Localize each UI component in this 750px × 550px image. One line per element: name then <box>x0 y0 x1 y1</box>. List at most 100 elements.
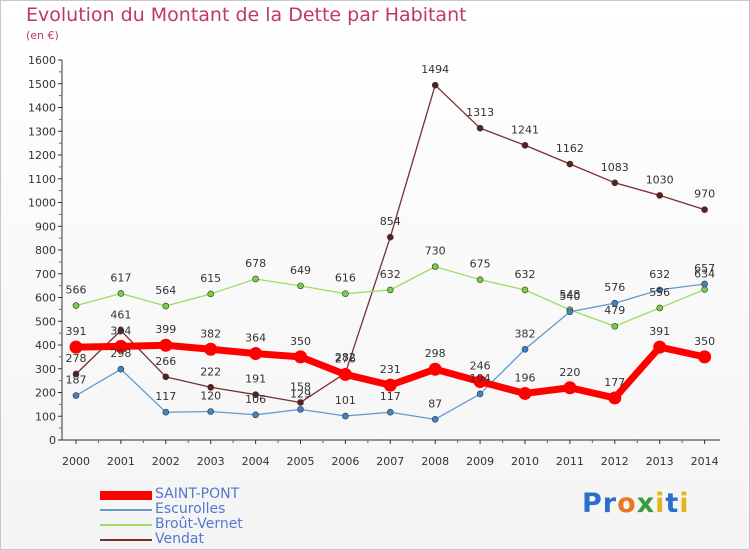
data-label-bro-t-vernet: 649 <box>290 264 311 277</box>
data-label-vendat: 1494 <box>421 63 449 76</box>
data-point-escurolles <box>386 408 394 416</box>
legend-label: Broût-Vernet <box>155 516 243 532</box>
data-point-bro-t-vernet <box>656 304 664 312</box>
data-label-vendat: 970 <box>694 188 715 201</box>
data-point-vendat <box>656 192 664 199</box>
data-point-bro-t-vernet <box>701 286 708 293</box>
y-tick-label: 400 <box>35 339 56 352</box>
data-point-bro-t-vernet <box>431 263 439 270</box>
x-tick-label: 2000 <box>62 455 90 468</box>
data-point-saint-pont <box>159 338 173 352</box>
data-point-bro-t-vernet <box>386 286 394 294</box>
data-point-escurolles <box>162 408 170 416</box>
y-tick-label: 1400 <box>28 102 56 115</box>
y-tick-label: 800 <box>35 244 56 257</box>
y-tick-label: 1200 <box>28 149 56 162</box>
data-point-escurolles <box>521 345 529 353</box>
data-point-saint-pont <box>294 350 307 364</box>
data-label-escurolles: 120 <box>200 390 221 403</box>
data-point-vendat <box>701 206 708 213</box>
x-tick-label: 2012 <box>601 455 629 468</box>
data-label-saint-pont: 298 <box>425 347 446 360</box>
legend-swatch <box>100 524 152 526</box>
data-point-saint-pont <box>338 367 352 381</box>
data-label-vendat: 461 <box>110 309 131 322</box>
chart-unit-label: (en €) <box>26 29 59 42</box>
data-point-saint-pont <box>249 347 263 361</box>
data-label-escurolles: 87 <box>428 397 442 410</box>
data-point-vendat <box>476 124 484 132</box>
data-point-saint-pont <box>383 378 397 392</box>
x-tick-label: 2008 <box>421 455 449 468</box>
data-point-bro-t-vernet <box>117 290 125 297</box>
data-label-escurolles: 632 <box>649 268 670 281</box>
data-point-escurolles <box>566 308 574 316</box>
y-tick-label: 1500 <box>28 78 56 91</box>
data-label-escurolles: 194 <box>470 372 491 385</box>
chart-title: Evolution du Montant de la Dette par Hab… <box>26 4 467 26</box>
data-label-saint-pont: 276 <box>335 352 356 365</box>
logo-letter: x <box>636 488 656 519</box>
legend-label: Escurolles <box>155 501 226 517</box>
data-label-bro-t-vernet: 615 <box>200 272 221 285</box>
data-point-saint-pont <box>204 342 218 356</box>
data-point-escurolles <box>342 412 349 420</box>
logo-letter: r <box>602 488 618 519</box>
data-label-vendat: 158 <box>290 380 311 393</box>
data-label-vendat: 1083 <box>601 161 629 174</box>
data-point-vendat <box>72 370 80 378</box>
data-point-vendat <box>207 383 214 391</box>
data-label-saint-pont: 196 <box>515 371 536 384</box>
proxiti-logo: Proxiti <box>582 488 690 519</box>
x-tick-label: 2001 <box>107 455 135 468</box>
data-label-escurolles: 101 <box>335 394 356 407</box>
logo-letter: o <box>617 488 637 519</box>
data-point-bro-t-vernet <box>342 290 349 298</box>
x-tick-label: 2007 <box>376 455 404 468</box>
data-point-bro-t-vernet <box>207 290 214 298</box>
y-tick-label: 300 <box>35 363 56 376</box>
data-label-bro-t-vernet: 730 <box>425 245 446 258</box>
legend-label: SAINT-PONT <box>155 486 240 502</box>
data-label-vendat: 222 <box>200 365 221 378</box>
y-tick-label: 900 <box>35 220 56 233</box>
data-label-saint-pont: 391 <box>66 325 87 338</box>
data-point-saint-pont <box>473 375 487 389</box>
data-label-vendat: 1030 <box>646 173 674 186</box>
data-label-vendat: 278 <box>66 352 87 365</box>
data-label-saint-pont: 391 <box>649 325 670 338</box>
data-point-vendat <box>521 141 529 149</box>
data-label-saint-pont: 220 <box>559 366 580 379</box>
data-label-escurolles: 129 <box>290 387 311 400</box>
y-tick-label: 700 <box>35 268 56 281</box>
data-point-bro-t-vernet <box>521 286 529 294</box>
y-tick-label: 100 <box>35 410 56 423</box>
x-tick-label: 2004 <box>242 455 270 468</box>
x-tick-label: 2013 <box>646 455 674 468</box>
data-point-saint-pont <box>653 340 667 354</box>
data-point-escurolles <box>701 280 708 288</box>
data-point-escurolles <box>656 286 664 294</box>
data-label-vendat: 1241 <box>511 123 539 136</box>
x-tick-label: 2006 <box>331 455 359 468</box>
data-label-saint-pont: 350 <box>694 335 715 348</box>
data-point-saint-pont <box>608 391 622 405</box>
y-tick-label: 500 <box>35 315 56 328</box>
y-tick-label: 1300 <box>28 125 56 138</box>
data-label-bro-t-vernet: 616 <box>335 272 356 285</box>
legend-swatch <box>100 490 152 500</box>
data-label-saint-pont: 246 <box>470 360 491 373</box>
data-point-saint-pont <box>428 362 442 376</box>
data-point-bro-t-vernet <box>476 276 484 283</box>
data-point-vendat <box>431 81 439 89</box>
x-tick-label: 2009 <box>466 455 494 468</box>
y-tick-label: 600 <box>35 292 56 305</box>
data-point-bro-t-vernet <box>162 302 170 310</box>
data-point-escurolles <box>297 406 304 413</box>
data-label-saint-pont: 177 <box>604 376 625 389</box>
data-point-escurolles <box>431 416 439 423</box>
data-label-escurolles: 298 <box>110 347 131 360</box>
y-tick-label: 1600 <box>28 54 56 67</box>
